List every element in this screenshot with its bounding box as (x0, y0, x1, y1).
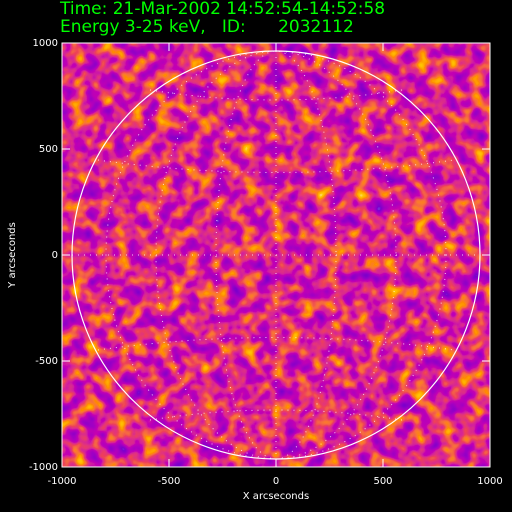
image-area (62, 43, 490, 467)
chart-title: Time: 21-Mar-2002 14:52:54-14:52:58 (59, 0, 385, 19)
x-tick-label: 0 (273, 476, 279, 487)
x-tick-label: 500 (373, 476, 392, 487)
chart-subtitle: Energy 3-25 keV, ID: 2032112 (60, 17, 354, 37)
y-axis-label: Y arcseconds (7, 222, 18, 289)
y-tick-label: 1000 (33, 38, 58, 49)
x-tick-label: 1000 (477, 476, 502, 487)
y-tick-label: 500 (39, 144, 58, 155)
y-tick-label: 0 (52, 250, 58, 261)
y-tick-label: -500 (35, 356, 58, 367)
x-axis-label: X arcseconds (243, 491, 309, 502)
x-tick-label: -1000 (47, 476, 76, 487)
x-tick-label: -500 (158, 476, 181, 487)
y-tick-label: -1000 (29, 462, 58, 473)
